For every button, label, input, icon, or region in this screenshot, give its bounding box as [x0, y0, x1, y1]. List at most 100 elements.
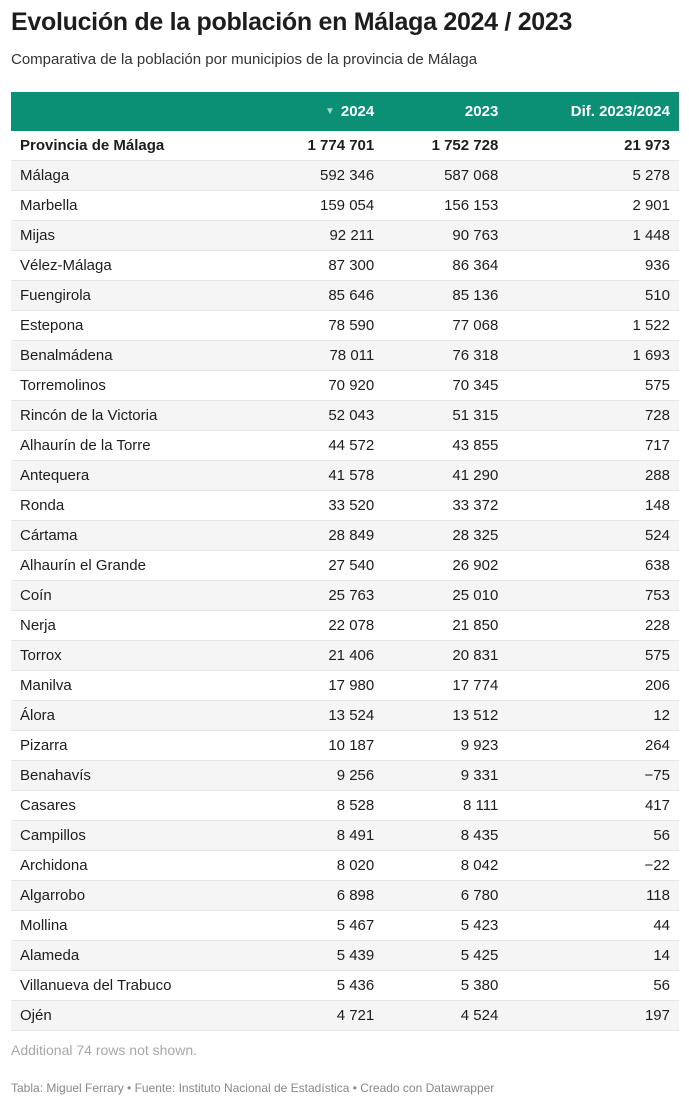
cell: 159 054 — [259, 190, 384, 221]
row-label: Villanueva del Trabuco — [11, 970, 260, 1001]
cell: 21 850 — [383, 610, 508, 641]
row-label: Marbella — [11, 190, 260, 221]
cell: 25 763 — [259, 580, 384, 611]
cell: 8 491 — [259, 820, 384, 851]
table-row: Campillos 8 491 8 435 56 — [11, 820, 679, 851]
header-cell — [11, 92, 259, 131]
row-label: Algarrobo — [11, 880, 260, 911]
cell: 524 — [507, 520, 679, 551]
cell: 2 901 — [507, 190, 679, 221]
row-label: Rincón de la Victoria — [11, 400, 260, 431]
cell: 5 278 — [507, 160, 679, 191]
row-label: Torrox — [11, 640, 260, 671]
table-row: Algarrobo 6 898 6 780 118 — [11, 880, 679, 911]
cell: 5 467 — [259, 910, 384, 941]
cell: 44 572 — [259, 430, 384, 461]
cell: 936 — [507, 250, 679, 281]
table-row: Nerja 22 078 21 850 228 — [11, 610, 679, 641]
table-row: Alhaurín de la Torre 44 572 43 855 717 — [11, 430, 679, 461]
cell: 85 646 — [259, 280, 384, 311]
cell: 85 136 — [383, 280, 508, 311]
cell: 587 068 — [383, 160, 508, 191]
cell: 1 774 701 — [259, 131, 384, 161]
cell: 13 524 — [259, 700, 384, 731]
cell: 78 590 — [259, 310, 384, 341]
cell: 14 — [507, 940, 679, 971]
header-cell[interactable]: Dif. 2023/2024 — [570, 103, 670, 120]
cell: 228 — [507, 610, 679, 641]
cell: 27 540 — [259, 550, 384, 581]
cell: 33 520 — [259, 490, 384, 521]
cell: 90 763 — [383, 220, 508, 251]
row-label: Álora — [11, 700, 260, 731]
row-label: Coín — [11, 580, 260, 611]
cell: 575 — [507, 640, 679, 671]
cell: 753 — [507, 580, 679, 611]
cell: 87 300 — [259, 250, 384, 281]
table-row: Fuengirola 85 646 85 136 510 — [11, 280, 679, 311]
table-row: Archidona 8 020 8 042 −22 — [11, 850, 679, 881]
cell: 288 — [507, 460, 679, 491]
cell: 5 436 — [259, 970, 384, 1001]
header-row: 2024 2023 Dif. 2023/2024 — [11, 92, 679, 131]
table-row: Alhaurín el Grande 27 540 26 902 638 — [11, 550, 679, 581]
cell: 1 448 — [507, 220, 679, 251]
table-row: Rincón de la Victoria 52 043 51 315 728 — [11, 400, 679, 431]
table-row: Estepona 78 590 77 068 1 522 — [11, 310, 679, 341]
row-label: Alhaurín el Grande — [11, 550, 260, 581]
header-cell[interactable]: 2024 — [259, 92, 383, 131]
cell: 70 345 — [383, 370, 508, 401]
table-row: Coín 25 763 25 010 753 — [11, 580, 679, 611]
cell: 717 — [507, 430, 679, 461]
header-cell[interactable]: 2023 — [464, 103, 499, 120]
table-row: Alameda 5 439 5 425 14 — [11, 940, 679, 971]
row-label: Alameda — [11, 940, 260, 971]
table-row: Manilva 17 980 17 774 206 — [11, 670, 679, 701]
table-body: Provincia de Málaga 1 774 701 1 752 728 21 … — [11, 131, 679, 1031]
cell: 264 — [507, 730, 679, 761]
cell: 8 528 — [259, 790, 384, 821]
cell: 77 068 — [383, 310, 508, 341]
table-row: Málaga 592 346 587 068 5 278 — [11, 160, 679, 191]
cell: 148 — [507, 490, 679, 521]
cell: 156 153 — [383, 190, 508, 221]
row-label: Ronda — [11, 490, 260, 521]
subtitle: Comparativa de la población por municipi… — [11, 51, 478, 68]
cell: 5 423 — [383, 910, 508, 941]
cell: 17 774 — [383, 670, 508, 701]
cell: 417 — [507, 790, 679, 821]
table-row: Torremolinos 70 920 70 345 575 — [11, 370, 679, 401]
row-label: Alhaurín de la Torre — [11, 430, 260, 461]
cell: 22 078 — [259, 610, 384, 641]
cell: 70 920 — [259, 370, 384, 401]
cell: 86 364 — [383, 250, 508, 281]
cell: 197 — [507, 1000, 679, 1031]
cell: 8 111 — [383, 790, 508, 821]
cell: 20 831 — [383, 640, 508, 671]
table-row: Ojén 4 721 4 524 197 — [11, 1000, 679, 1031]
row-label: Mijas — [11, 220, 260, 251]
cell: 92 211 — [259, 220, 384, 251]
cell: 510 — [507, 280, 679, 311]
table-row: Ronda 33 520 33 372 148 — [11, 490, 679, 521]
title: Evolución de la población en Málaga 2024… — [11, 8, 573, 36]
row-label: Campillos — [11, 820, 260, 851]
cell: 28 849 — [259, 520, 384, 551]
cell: 44 — [507, 910, 679, 941]
cell: 25 010 — [383, 580, 508, 611]
cell: 4 721 — [259, 1000, 384, 1031]
cell: 118 — [507, 880, 679, 911]
row-label: Benahavís — [11, 760, 260, 791]
cell: 12 — [507, 700, 679, 731]
row-label: Casares — [11, 790, 260, 821]
cell: 728 — [507, 400, 679, 431]
note: Additional 74 rows not shown. — [11, 1042, 197, 1058]
table-row: Mijas 92 211 90 763 1 448 — [11, 220, 679, 251]
cell: 5 439 — [259, 940, 384, 971]
row-label: Nerja — [11, 610, 260, 641]
cell: 6 898 — [259, 880, 384, 911]
cell: −75 — [507, 760, 679, 791]
table-row: Marbella 159 054 156 153 2 901 — [11, 190, 679, 221]
row-label: Provincia de Málaga — [11, 131, 260, 161]
